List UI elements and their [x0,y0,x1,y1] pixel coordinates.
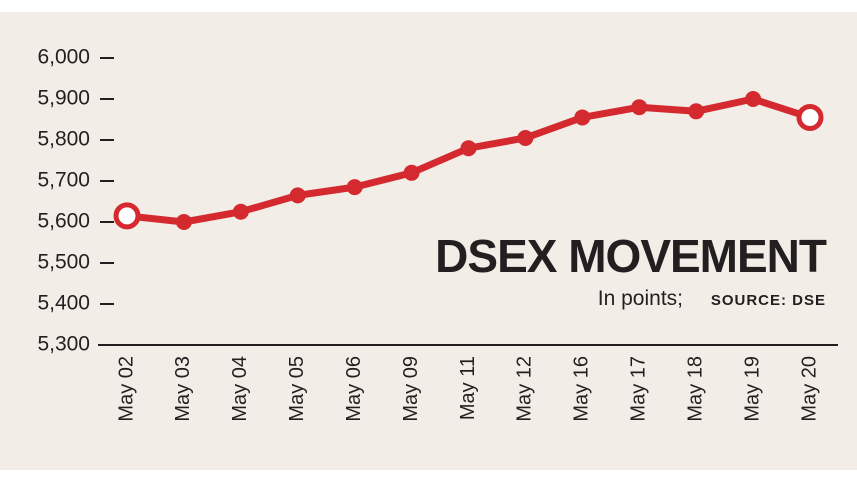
x-tick-label: May 04 [229,356,251,422]
data-point [289,187,306,204]
data-point [745,91,762,107]
x-tick-label: May 06 [343,356,365,422]
x-tick-label: May 05 [286,356,308,422]
data-point [631,99,648,116]
chart-title: DSEX MOVEMENT [435,230,827,282]
x-tick-label: May 19 [741,356,763,422]
data-point [460,140,477,157]
data-point [175,214,192,230]
data-point [574,109,591,126]
x-tick-label: May 11 [457,356,479,420]
x-tick-label: May 12 [514,356,536,422]
data-point [517,129,534,146]
x-tick-label: May 18 [684,356,706,422]
x-tick-label: May 03 [172,356,194,422]
x-tick-label: May 17 [628,356,650,422]
y-tick-label: 5,700 [37,169,90,192]
x-tick-label: May 16 [571,356,593,422]
x-tick-label: May 20 [798,356,820,422]
x-tick-label: May 09 [400,356,422,422]
endpoint-marker [113,202,141,230]
y-tick-label: 6,000 [37,46,90,69]
chart-source: SOURCE: DSE [711,292,826,309]
x-tick-label: May 02 [115,356,137,422]
chart-subtitle: In points; [598,287,683,310]
data-point [232,203,249,220]
data-point [688,103,705,120]
y-tick-label: 5,600 [37,210,90,233]
y-tick-label: 5,400 [37,292,90,315]
y-tick-label: 5,500 [37,251,90,274]
endpoint-marker [796,103,824,131]
data-point [346,179,363,196]
y-tick-label: 5,300 [37,333,90,356]
data-point [403,164,420,181]
y-tick-label: 5,800 [37,128,90,151]
y-tick-label: 5,900 [37,87,90,110]
chart-background [0,12,857,470]
